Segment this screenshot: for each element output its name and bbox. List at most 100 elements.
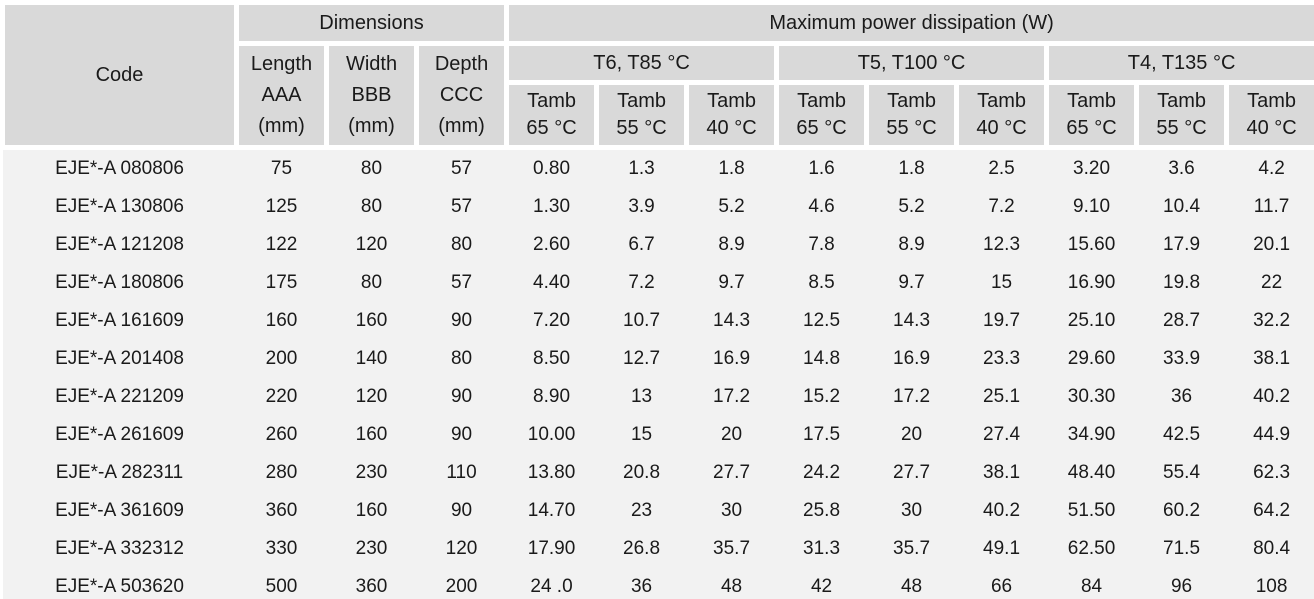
width-cell: 80 [326,264,417,302]
value-cell: 14.70 [506,492,597,530]
value-cell: 32.2 [1226,302,1314,340]
table-row: EJE*-A 503620 500 360 200 24 .0 36 48 42… [2,568,1314,599]
temp-class-header-t6: T6, T85 °C [504,41,780,85]
code-header: Code [0,0,239,150]
table-row: EJE*-A 080806 75 80 57 0.80 1.3 1.8 1.6 … [2,147,1314,188]
depth-cell: 90 [416,302,507,340]
header-row-groups: Code Dimensions Maximum power dissipatio… [0,0,1314,150]
width-cell: 160 [326,302,417,340]
tamb-temp: 40 °C [706,117,757,139]
length-cell: 200 [236,340,327,378]
header-row-tamb: Tamb 65 °C Tamb 55 °C Tamb 40 °C Tamb 65… [3,80,1314,150]
value-cell: 35.7 [866,530,957,568]
value-cell: 25.1 [956,378,1047,416]
value-cell: 12.3 [956,226,1047,264]
width-cell: 120 [326,378,417,416]
value-cell: 19.7 [956,302,1047,340]
tamb-label: Tamb [887,90,936,112]
code-cell: EJE*-A 261609 [2,416,237,454]
tamb-header-t5-65: Tamb 65 °C [774,80,870,150]
value-cell: 17.2 [866,378,957,416]
length-cell: 175 [236,264,327,302]
depth-dim-code: CCC [439,84,484,106]
value-cell: 26.8 [596,530,687,568]
tamb-temp: 65 °C [1066,117,1117,139]
tamb-temp: 65 °C [526,117,577,139]
table-row: EJE*-A 121208 122 120 80 2.60 6.7 8.9 7.… [2,226,1314,264]
value-cell: 12.5 [776,302,867,340]
dimensions-group-header: Dimensions [233,0,510,46]
value-cell: 96 [1136,568,1227,599]
tamb-header-t5-40: Tamb 40 °C [954,80,1050,150]
length-cell: 280 [236,454,327,492]
value-cell: 17.5 [776,416,867,454]
length-cell: 330 [236,530,327,568]
table-row: EJE*-A 130806 125 80 57 1.30 3.9 5.2 4.6… [2,188,1314,226]
depth-cell: 110 [416,454,507,492]
length-cell: 160 [236,302,327,340]
length-label: Length [250,53,313,75]
value-cell: 3.9 [596,188,687,226]
value-cell: 8.90 [506,378,597,416]
value-cell: 16.90 [1046,264,1137,302]
code-cell: EJE*-A 221209 [2,378,237,416]
value-cell: 62.50 [1046,530,1137,568]
width-cell: 160 [326,492,417,530]
value-cell: 66 [956,568,1047,599]
value-cell: 40.2 [1226,378,1314,416]
depth-cell: 90 [416,492,507,530]
value-cell: 36 [1136,378,1227,416]
power-group-header: Maximum power dissipation (W) [504,0,1314,46]
tamb-temp: 55 °C [616,117,667,139]
depth-cell: 57 [416,188,507,226]
tamb-header-t5-55: Tamb 55 °C [864,80,960,150]
tamb-label: Tamb [527,90,576,112]
value-cell: 8.9 [686,226,777,264]
value-cell: 7.2 [596,264,687,302]
value-cell: 11.7 [1226,188,1314,226]
value-cell: 4.6 [776,188,867,226]
tamb-label: Tamb [977,90,1026,112]
code-cell: EJE*-A 503620 [2,568,237,599]
depth-unit: (mm) [438,115,485,137]
value-cell: 31.3 [776,530,867,568]
value-cell: 38.1 [956,454,1047,492]
value-cell: 15 [596,416,687,454]
value-cell: 55.4 [1136,454,1227,492]
code-cell: EJE*-A 161609 [2,302,237,340]
value-cell: 30 [866,492,957,530]
value-cell: 20 [686,416,777,454]
value-cell: 48 [686,568,777,599]
temp-class-header-t5: T5, T100 °C [774,41,1050,85]
value-cell: 13 [596,378,687,416]
length-cell: 260 [236,416,327,454]
value-cell: 8.9 [866,226,957,264]
width-label: Width [345,53,398,75]
code-cell: EJE*-A 180806 [2,264,237,302]
code-cell: EJE*-A 282311 [2,454,237,492]
width-column-header: Width BBB (mm) [324,41,419,150]
value-cell: 29.60 [1046,340,1137,378]
table-row: EJE*-A 161609 160 160 90 7.20 10.7 14.3 … [2,302,1314,340]
width-cell: 120 [326,226,417,264]
value-cell: 40.2 [956,492,1047,530]
value-cell: 1.8 [866,147,957,188]
table-row: EJE*-A 332312 330 230 120 17.90 26.8 35.… [2,530,1314,568]
value-cell: 9.10 [1046,188,1137,226]
value-cell: 51.50 [1046,492,1137,530]
value-cell: 30 [686,492,777,530]
tamb-label: Tamb [1157,90,1206,112]
value-cell: 49.1 [956,530,1047,568]
value-cell: 48 [866,568,957,599]
value-cell: 2.60 [506,226,597,264]
length-cell: 360 [236,492,327,530]
value-cell: 9.7 [866,264,957,302]
value-cell: 7.20 [506,302,597,340]
value-cell: 14.8 [776,340,867,378]
value-cell: 12.7 [596,340,687,378]
value-cell: 19.8 [1136,264,1227,302]
value-cell: 10.7 [596,302,687,340]
tamb-header-t4-65: Tamb 65 °C [1044,80,1140,150]
table-row: EJE*-A 282311 280 230 110 13.80 20.8 27.… [2,454,1314,492]
value-cell: 80.4 [1226,530,1314,568]
